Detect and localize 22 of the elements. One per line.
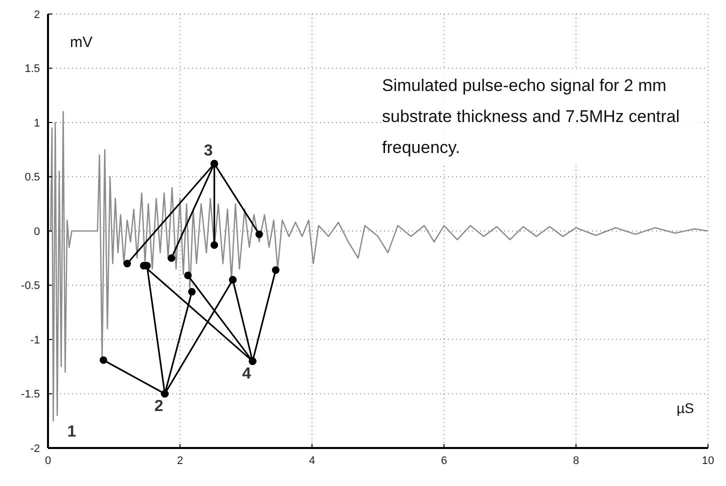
x-axis-title: µS	[676, 400, 694, 416]
y-tick-label: 2	[34, 8, 40, 21]
x-tick-label: 6	[440, 454, 448, 467]
x-tick-label: 8	[572, 454, 580, 467]
x-tick-label: 0	[44, 454, 52, 467]
annotation: 4	[242, 366, 252, 383]
y-tick-label: -0.5	[21, 280, 40, 292]
y-tick-label: -1.5	[21, 388, 40, 401]
y-axis-title: mV	[70, 34, 92, 51]
annotation: 1	[67, 424, 76, 441]
x-tick-label: 4	[308, 454, 316, 467]
annotation: Simulated pulse-echo signal for 2 mm substrate thickness and 7.5MHz central frequency.	[382, 70, 702, 163]
y-tick-label: -1	[30, 334, 40, 346]
y-tick-label: -2	[30, 442, 40, 455]
annotation: 2	[154, 398, 164, 416]
y-tick-label: 0	[34, 226, 40, 238]
y-tick-label: 1.5	[24, 63, 40, 76]
y-tick-label: 0.5	[24, 172, 40, 184]
x-tick-label: 2	[176, 454, 184, 467]
y-tick-label: 1	[34, 117, 40, 130]
x-tick-label: 10	[702, 454, 714, 467]
annotation: 3	[204, 142, 213, 160]
